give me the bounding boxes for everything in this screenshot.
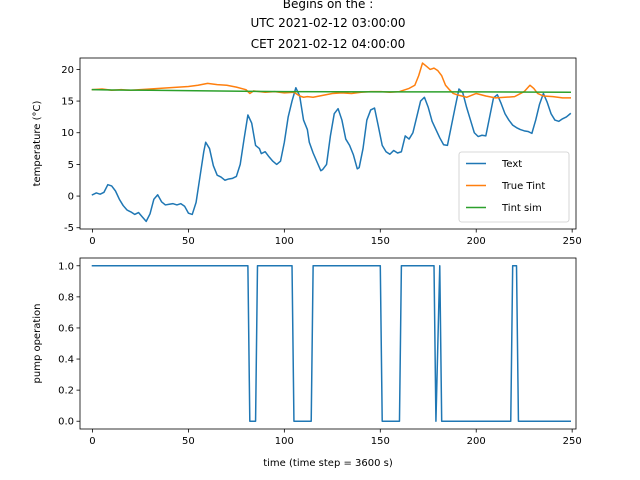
temperature-chart: 0 50 100 150 200 250 -5 0 5 10 15 20 temperature (°C… [32, 57, 582, 247]
y-tick-label: 0.8 [58, 292, 74, 303]
title-line-2: UTC 2021-02-12 03:00:00 [250, 16, 405, 30]
x-tick-label: 150 [371, 236, 390, 247]
pump-chart: 0 50 100 150 200 250 0.0 0.2 0.4 0.6 0.8 1.0 pump op… [32, 257, 582, 469]
x-tick-label: 100 [275, 236, 294, 247]
x-tick-label: 50 [182, 236, 195, 247]
title-line-1: Begins on the : [283, 0, 374, 11]
y-tick-label: -5 [64, 223, 74, 234]
legend: Text True Tint Tint sim [458, 151, 570, 223]
y-axis-label: temperature (°C) [32, 100, 43, 186]
x-tick-label: 250 [563, 236, 582, 247]
title-line-3: CET 2021-02-12 04:00:00 [251, 37, 406, 51]
x-tick-label: 0 [89, 436, 95, 447]
y-tick-label: 0.2 [58, 386, 74, 397]
x-axis-label: time (time step = 3600 s) [263, 458, 393, 469]
x-tick-label: 200 [467, 236, 486, 247]
legend-label-tint-sim: Tint sim [501, 203, 542, 214]
y-tick-label: 1.0 [58, 261, 74, 272]
series-line-tint-sim [91, 88, 571, 93]
x-tick-label: 0 [89, 236, 95, 247]
x-tick-label: 100 [275, 436, 294, 447]
y-tick-label: 15 [61, 97, 74, 108]
y-tick-label: 0.0 [58, 417, 74, 428]
y-tick-label: 10 [61, 128, 74, 139]
legend-box [458, 151, 570, 223]
y-tick-label: 0.4 [58, 355, 74, 366]
legend-label-true-tint: True Tint [501, 181, 545, 192]
axes-frame [79, 257, 577, 430]
x-tick-label: 250 [563, 436, 582, 447]
x-tick-label: 50 [182, 436, 195, 447]
series-line-pump [91, 265, 571, 422]
y-tick-label: 0.6 [58, 323, 74, 334]
x-tick-label: 150 [371, 436, 390, 447]
axes-frame [79, 57, 577, 230]
y-axis-label: pump operation [32, 304, 43, 384]
y-tick-label: 0 [68, 192, 74, 203]
series-line-text [91, 87, 572, 223]
y-tick-label: 20 [61, 65, 74, 76]
legend-label-text: Text [501, 159, 522, 170]
y-tick-label: 5 [68, 160, 74, 171]
x-tick-label: 200 [467, 436, 486, 447]
